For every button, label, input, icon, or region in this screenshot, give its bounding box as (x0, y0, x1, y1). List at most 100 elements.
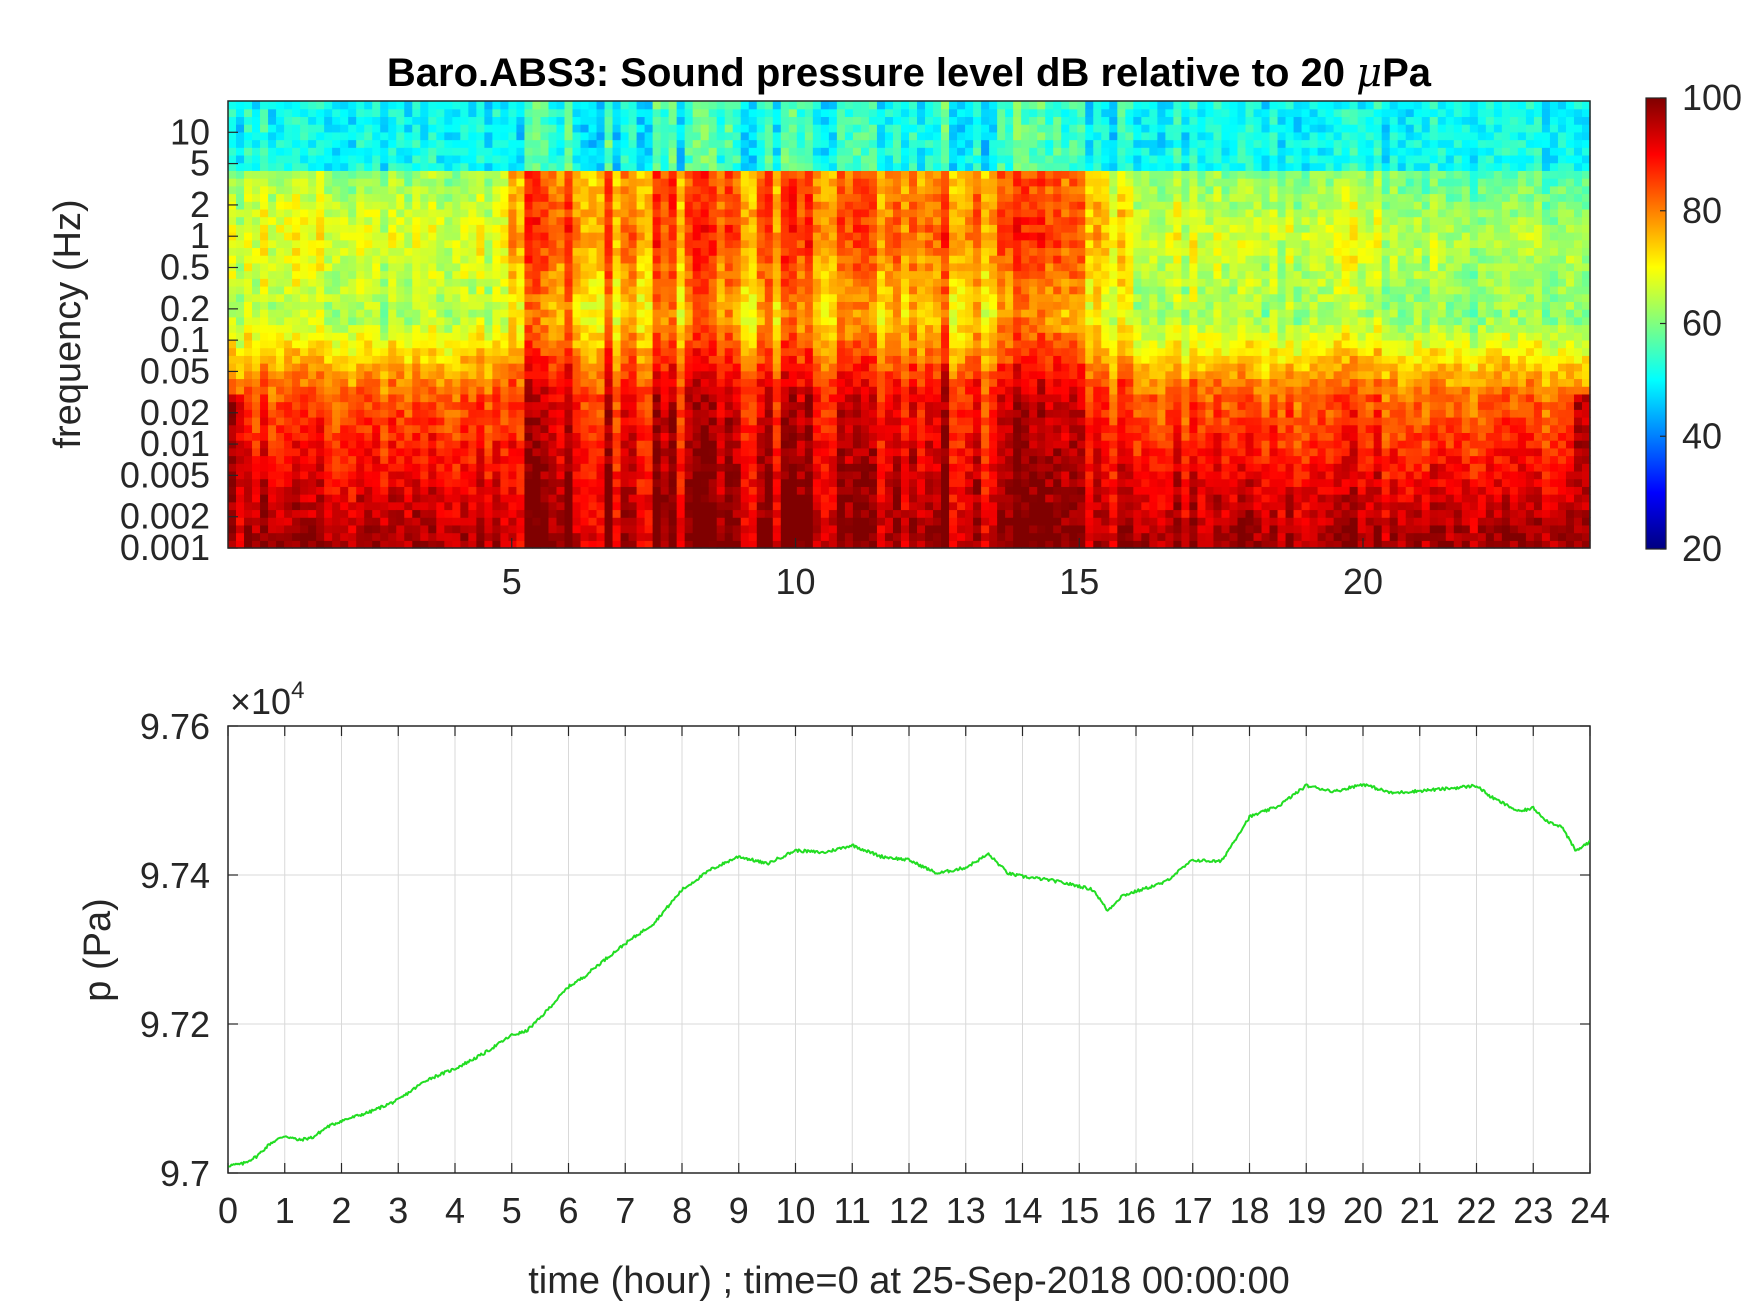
spectrogram-cell (653, 224, 662, 232)
spectrogram-cell (356, 371, 365, 379)
spectrogram-cell (476, 193, 485, 201)
spectrogram-cell (893, 409, 902, 417)
spectrogram-cell (597, 294, 606, 302)
spectrogram-cell (581, 486, 590, 494)
spectrogram-cell (773, 525, 782, 533)
spectrogram-cell (901, 456, 910, 464)
spectrogram-cell (749, 255, 758, 263)
spectrogram-cell (669, 517, 678, 525)
spectrogram-cell (605, 163, 614, 171)
spectrogram-cell (669, 232, 678, 240)
spectrogram-cell (597, 402, 606, 410)
spectrogram-cell (484, 463, 493, 471)
spectrogram-cell (861, 286, 870, 294)
spectrogram-cell (236, 432, 245, 440)
spectrogram-cell (597, 371, 606, 379)
spectrogram-cell (356, 278, 365, 286)
spectrogram-cell (869, 348, 878, 356)
spectrogram-cell (516, 332, 525, 340)
spectrogram-cell (645, 155, 654, 163)
spectrogram-cell (789, 432, 798, 440)
spectrogram-cell (901, 109, 910, 117)
spectrogram-cell (452, 155, 461, 163)
spectrogram-cell (500, 255, 509, 263)
spectrogram-cell (701, 101, 710, 109)
spectrogram-cell (332, 533, 341, 541)
spectrogram-cell (372, 147, 381, 155)
spectrogram-cell (909, 271, 918, 279)
spectrogram-cell (717, 463, 726, 471)
spectrogram-cell (500, 394, 509, 402)
spectrogram-cell (629, 317, 638, 325)
spectrogram-cell (284, 263, 293, 271)
spectrogram-cell (412, 371, 421, 379)
spectrogram-cell (356, 325, 365, 333)
spectrogram-cell (356, 178, 365, 186)
spectrogram-cell (476, 371, 485, 379)
spectrogram-cell (589, 201, 598, 209)
spectrogram-cell (869, 178, 878, 186)
spectrogram-cell (805, 371, 814, 379)
spectrogram-cell (669, 116, 678, 124)
spectrogram-cell (316, 517, 325, 525)
spectrogram-cell (420, 371, 429, 379)
spectrogram-cell (372, 271, 381, 279)
spectrogram-cell (228, 378, 237, 386)
spectrogram-cell (573, 240, 582, 248)
spectrogram-cell (444, 340, 453, 348)
spectrogram-cell (605, 263, 614, 271)
spectrogram-cell (605, 116, 614, 124)
spectrogram-cell (741, 170, 750, 178)
spectrogram-cell (372, 417, 381, 425)
spectrogram-cell (741, 355, 750, 363)
spectrogram-cell (396, 116, 405, 124)
spectrogram-cell (508, 217, 517, 225)
spectrogram-cell (765, 340, 774, 348)
spectrogram-cell (564, 340, 573, 348)
spectrogram-cell (813, 417, 822, 425)
spectrogram-cell (548, 348, 557, 356)
spectrogram-cell (348, 116, 357, 124)
spectrogram-cell (861, 456, 870, 464)
spectrogram-image (228, 101, 1591, 549)
spectrogram-cell (260, 309, 269, 317)
spectrogram-cell (396, 255, 405, 263)
spectrogram-cell (901, 509, 910, 517)
spectrogram-cell (380, 425, 389, 433)
spectrogram-cell (597, 425, 606, 433)
spectrogram-cell (885, 402, 894, 410)
spectrogram-cell (436, 371, 445, 379)
spectrogram-cell (244, 402, 253, 410)
spectrogram-cell (781, 378, 790, 386)
spectrogram-cell (789, 402, 798, 410)
spectrogram-cell (492, 502, 501, 510)
spectrogram-cell (444, 224, 453, 232)
spectrogram-cell (821, 147, 830, 155)
spectrogram-cell (797, 247, 806, 255)
spectrogram-cell (308, 371, 317, 379)
spectrogram-cell (741, 278, 750, 286)
spectrogram-cell (428, 517, 437, 525)
spectrogram-cell (516, 502, 525, 510)
spectrogram-cell (500, 463, 509, 471)
spectrogram-cell (404, 456, 413, 464)
spectrogram-cell (789, 355, 798, 363)
spectrogram-cell (909, 448, 918, 456)
spectrogram-cell (484, 394, 493, 402)
spectrogram-cell (637, 525, 646, 533)
spectrogram-cell (717, 394, 726, 402)
spectrogram-cell (789, 294, 798, 302)
spectrogram-cell (316, 101, 325, 109)
spectrogram-cell (725, 155, 734, 163)
spectrogram-cell (428, 263, 437, 271)
spectrogram-cell (613, 332, 622, 340)
spectrogram-cell (516, 448, 525, 456)
spectrogram-cell (252, 378, 261, 386)
spectrogram-cell (372, 440, 381, 448)
spectrogram-cell (364, 409, 373, 417)
spectrogram-cell (749, 448, 758, 456)
spectrogram-cell (581, 186, 590, 194)
spectrogram-cell (685, 301, 694, 309)
spectrogram-cell (669, 448, 678, 456)
spectrogram-cell (853, 479, 862, 487)
